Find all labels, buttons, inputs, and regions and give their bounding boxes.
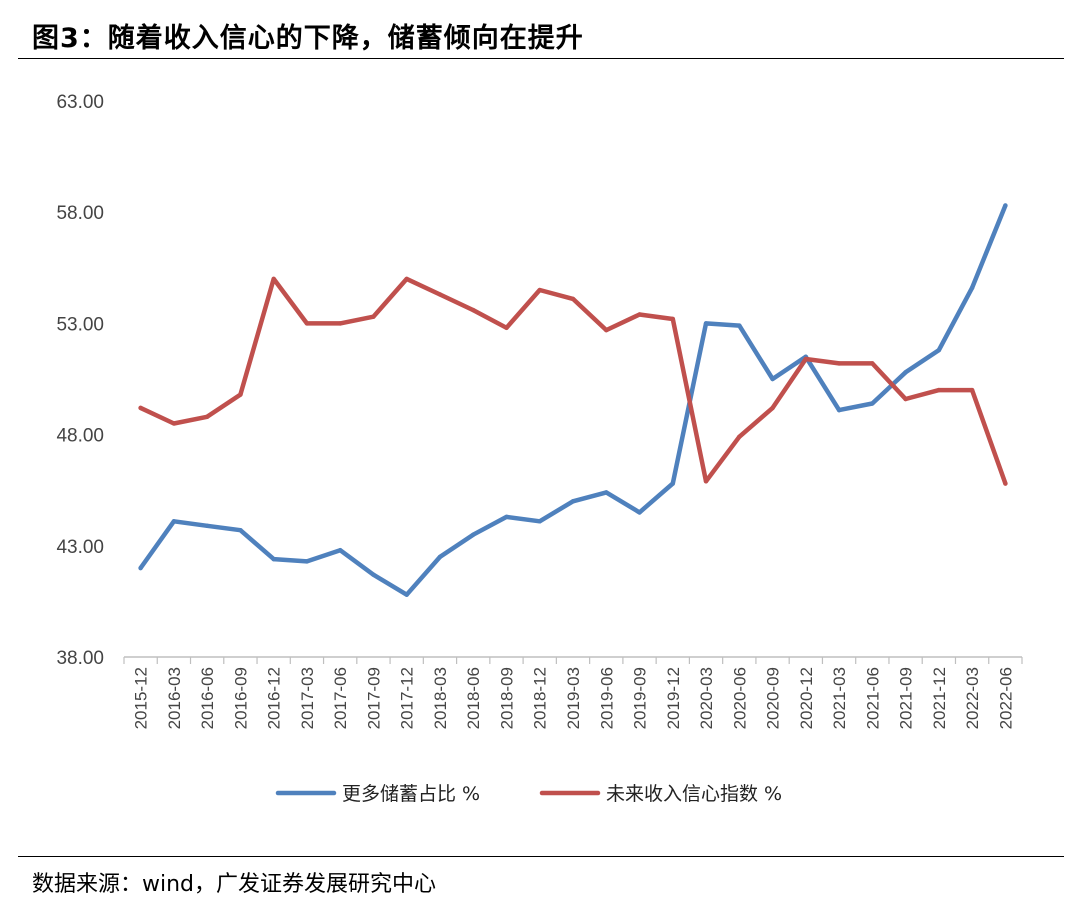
legend: 更多储蓄占比 % 未来收入信心指数 % (275, 783, 782, 805)
data-point-series-1 (171, 519, 177, 524)
y-tick-label: 43.00 (56, 537, 104, 558)
data-point-series-2 (836, 361, 842, 366)
data-point-series-1 (570, 499, 576, 504)
x-tick-label: 2021-09 (897, 667, 916, 729)
y-tick-label: 38.00 (56, 648, 104, 669)
data-point-series-1 (870, 401, 875, 406)
legend-label-1: 更多储蓄占比 % (342, 783, 480, 805)
x-tick-label: 2017-12 (398, 667, 417, 729)
legend-label-2: 未来收入信心指数 % (606, 783, 782, 805)
y-tick-label: 63.00 (56, 92, 104, 113)
series-line-2 (138, 276, 1008, 486)
data-point-series-2 (238, 392, 243, 397)
data-point-series-1 (404, 592, 409, 597)
data-point-series-1 (670, 481, 675, 486)
x-tick-label: 2019-06 (597, 667, 616, 729)
x-tick-label: 2019-03 (564, 667, 583, 729)
data-point-series-1 (770, 376, 775, 382)
data-point-series-1 (604, 490, 609, 495)
data-point-series-1 (1003, 203, 1008, 208)
data-point-series-1 (537, 519, 542, 524)
x-tick-label: 2018-09 (497, 667, 516, 729)
x-tick-label: 2022-06 (996, 667, 1015, 729)
title-divider (18, 58, 1064, 59)
data-point-series-1 (304, 559, 310, 564)
data-point-series-1 (936, 347, 942, 353)
chart-title: 图3：随着收入信心的下降，储蓄倾向在提升 (32, 23, 584, 54)
x-tick-label: 2015-12 (132, 667, 151, 729)
x-tick-label: 2017-06 (331, 667, 350, 729)
data-point-series-1 (836, 407, 842, 413)
data-point-series-1 (371, 572, 376, 577)
data-point-series-2 (437, 292, 443, 297)
data-point-series-2 (903, 396, 908, 402)
data-point-series-2 (637, 312, 642, 317)
data-point-series-1 (637, 510, 642, 515)
data-point-series-2 (304, 321, 310, 326)
y-tick-label: 48.00 (56, 426, 104, 447)
data-source: 数据来源：wind，广发证券发展研究中心 (32, 872, 437, 897)
data-point-series-2 (870, 361, 875, 366)
data-point-series-2 (770, 405, 775, 411)
x-tick-label: 2020-09 (764, 667, 783, 729)
data-point-series-1 (238, 528, 243, 533)
data-point-series-2 (371, 314, 376, 319)
data-point-series-2 (537, 287, 542, 293)
data-point-series-2 (504, 325, 509, 331)
data-point-series-2 (404, 276, 409, 282)
x-tick-label: 2017-09 (364, 667, 383, 729)
x-axis: 2015-12 2016-03 2016-06 2016-09 2016-12 2017-… (123, 656, 1023, 729)
data-point-series-2 (1003, 481, 1008, 486)
x-tick-label: 2018-03 (431, 667, 450, 729)
x-tick-label: 2022-03 (963, 667, 982, 729)
series-layer (138, 203, 1008, 597)
data-point-series-2 (604, 327, 609, 333)
x-tick-label: 2021-03 (830, 667, 849, 729)
y-tick-label: 53.00 (56, 314, 104, 335)
x-tick-label: 2016-03 (165, 667, 184, 729)
data-point-series-2 (204, 414, 210, 420)
x-tick-label: 2016-12 (265, 667, 284, 729)
y-tick-label: 58.00 (56, 203, 104, 224)
x-tick-label: 2019-09 (631, 667, 650, 729)
data-point-series-1 (737, 323, 742, 328)
data-point-series-1 (504, 514, 509, 520)
series-line-1 (138, 203, 1008, 597)
x-tick-label: 2020-06 (730, 667, 749, 729)
data-point-series-2 (570, 296, 576, 302)
data-point-series-1 (204, 523, 210, 528)
data-point-series-2 (803, 356, 809, 362)
x-tick-label: 2018-12 (531, 667, 550, 729)
x-tick-label: 2020-03 (697, 667, 716, 729)
data-point-series-1 (437, 554, 443, 560)
data-point-series-2 (171, 421, 177, 426)
data-point-series-2 (670, 316, 675, 322)
x-tick-label: 2020-12 (797, 667, 816, 729)
data-point-series-1 (271, 556, 276, 562)
x-tick-label: 2017-03 (298, 667, 317, 729)
data-point-series-2 (138, 405, 143, 411)
data-point-series-2 (737, 434, 742, 440)
data-point-series-2 (471, 307, 476, 313)
data-point-series-1 (138, 565, 143, 571)
x-tick-label: 2016-06 (198, 667, 217, 729)
data-point-series-1 (471, 532, 476, 537)
data-point-series-2 (936, 387, 942, 393)
data-point-series-1 (969, 285, 975, 291)
data-point-series-2 (337, 321, 343, 326)
x-tick-label: 2016-09 (231, 667, 250, 729)
y-axis: 63.00 58.00 53.00 48.00 43.00 38.00 (56, 92, 104, 669)
x-tick-label: 2019-12 (664, 667, 683, 729)
x-tick-label: 2018-06 (464, 667, 483, 729)
data-point-series-1 (703, 321, 709, 326)
data-point-series-2 (969, 387, 975, 393)
data-point-series-2 (703, 479, 709, 484)
footer-divider (18, 856, 1064, 857)
x-tick-label: 2021-12 (930, 667, 949, 729)
data-point-series-2 (271, 276, 276, 282)
x-tick-label: 2021-06 (863, 667, 882, 729)
data-point-series-1 (337, 548, 343, 553)
data-point-series-1 (903, 370, 908, 375)
